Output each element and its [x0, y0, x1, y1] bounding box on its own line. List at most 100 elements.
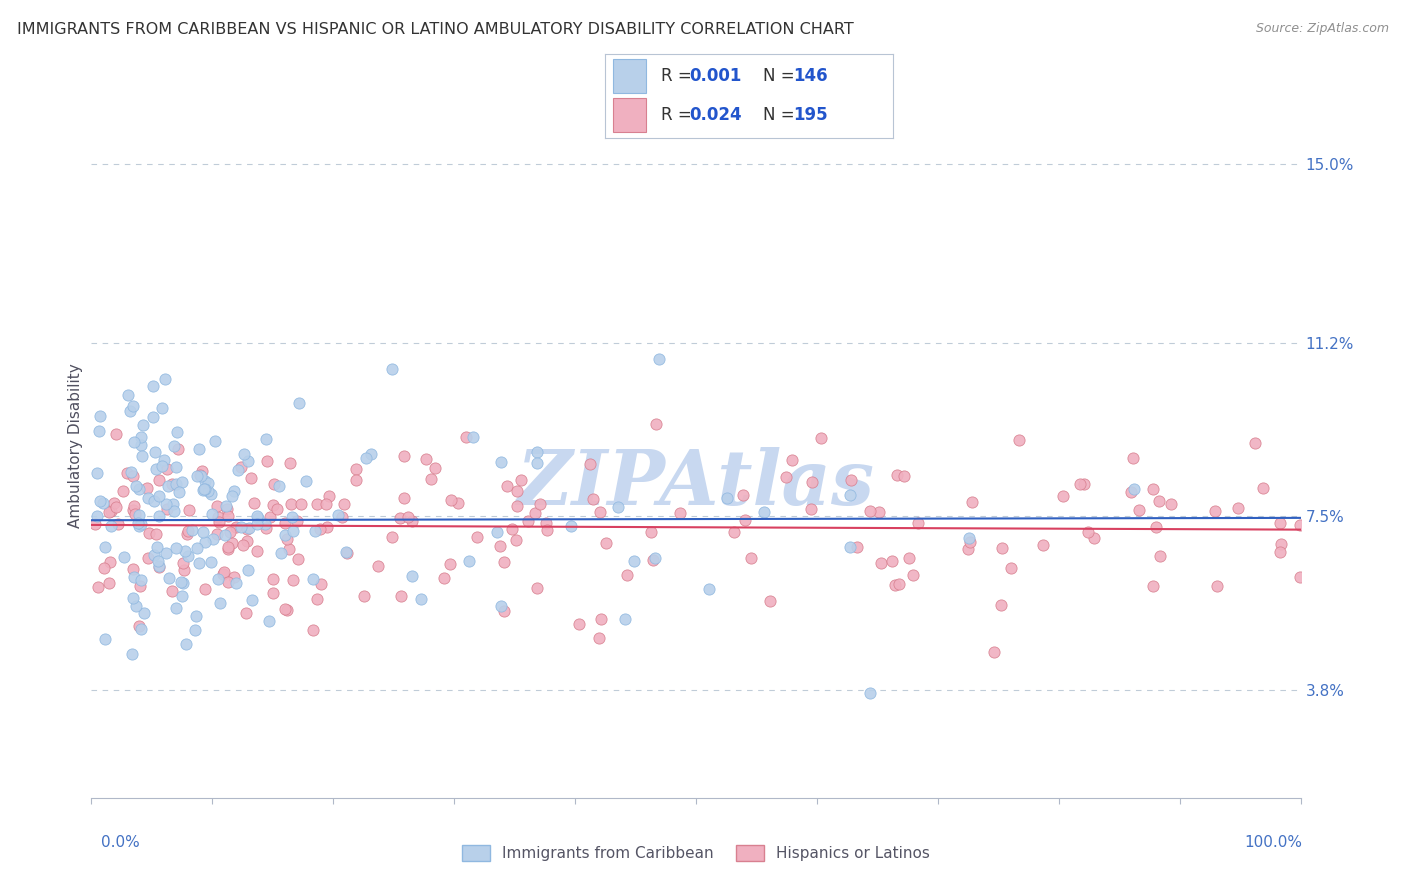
- Point: [494, 604, 516, 618]
- Point: [506, 499, 529, 513]
- Point: [1073, 476, 1095, 491]
- Point: [501, 522, 523, 536]
- Point: [165, 459, 187, 474]
- Point: [122, 570, 145, 584]
- Point: [1289, 569, 1312, 583]
- Point: [226, 463, 249, 477]
- Point: [458, 554, 481, 568]
- Point: [231, 520, 253, 534]
- Point: [276, 603, 298, 617]
- Point: [589, 505, 612, 519]
- Point: [153, 453, 176, 467]
- Point: [246, 544, 269, 558]
- Point: [138, 525, 160, 540]
- Point: [409, 591, 432, 606]
- Point: [170, 574, 193, 589]
- Point: [423, 460, 446, 475]
- Point: [232, 447, 254, 461]
- Point: [263, 477, 285, 491]
- Text: 0.0%: 0.0%: [101, 836, 141, 850]
- Point: [800, 502, 823, 516]
- Point: [644, 417, 666, 431]
- Point: [523, 506, 546, 520]
- Point: [120, 465, 142, 479]
- Point: [235, 522, 257, 536]
- Point: [309, 576, 332, 591]
- Point: [752, 505, 775, 519]
- Point: [859, 686, 882, 700]
- Point: [160, 584, 183, 599]
- Point: [181, 523, 204, 537]
- Point: [121, 648, 143, 662]
- Point: [353, 590, 375, 604]
- Point: [125, 478, 148, 492]
- Point: [285, 514, 308, 528]
- Point: [186, 541, 208, 555]
- Point: [392, 491, 415, 505]
- Point: [256, 432, 278, 446]
- Point: [723, 524, 745, 539]
- Point: [907, 516, 929, 531]
- Point: [731, 488, 754, 502]
- Point: [132, 418, 155, 433]
- Point: [156, 502, 179, 516]
- Point: [1032, 538, 1054, 552]
- Point: [305, 497, 328, 511]
- Point: [887, 576, 910, 591]
- Point: [269, 479, 291, 493]
- Point: [335, 545, 357, 559]
- Point: [235, 606, 257, 620]
- Text: 0.024: 0.024: [689, 106, 742, 124]
- Point: [960, 495, 983, 509]
- Point: [259, 615, 281, 629]
- Point: [157, 571, 180, 585]
- Point: [204, 434, 226, 449]
- Point: [129, 517, 152, 532]
- Point: [957, 542, 980, 557]
- Point: [734, 513, 756, 527]
- Point: [526, 444, 548, 458]
- Point: [162, 477, 184, 491]
- Point: [439, 557, 461, 571]
- Point: [98, 505, 121, 519]
- Point: [644, 551, 666, 566]
- Point: [100, 519, 122, 533]
- Point: [89, 409, 111, 423]
- Point: [246, 517, 269, 532]
- Point: [163, 504, 186, 518]
- Point: [294, 475, 316, 489]
- Point: [901, 568, 924, 582]
- Point: [150, 459, 173, 474]
- Point: [367, 559, 389, 574]
- Point: [277, 541, 299, 556]
- Point: [155, 545, 177, 559]
- Point: [129, 438, 152, 452]
- Point: [136, 481, 159, 495]
- Point: [155, 497, 177, 511]
- Point: [389, 589, 412, 603]
- Point: [529, 497, 551, 511]
- Point: [238, 521, 260, 535]
- Point: [1077, 524, 1099, 539]
- Point: [117, 388, 139, 402]
- Point: [859, 503, 882, 517]
- Point: [98, 576, 121, 591]
- Point: [870, 556, 893, 570]
- Point: [336, 546, 359, 560]
- Point: [186, 469, 208, 483]
- Point: [191, 464, 214, 478]
- Point: [381, 530, 404, 544]
- Point: [172, 575, 194, 590]
- Point: [124, 507, 146, 521]
- Point: [173, 563, 195, 577]
- Point: [100, 503, 122, 517]
- Point: [215, 501, 238, 516]
- Point: [581, 492, 603, 507]
- Point: [128, 519, 150, 533]
- Point: [93, 541, 115, 555]
- Point: [957, 531, 980, 545]
- Point: [242, 496, 264, 510]
- Point: [526, 581, 548, 595]
- Point: [239, 470, 262, 484]
- Point: [278, 456, 301, 470]
